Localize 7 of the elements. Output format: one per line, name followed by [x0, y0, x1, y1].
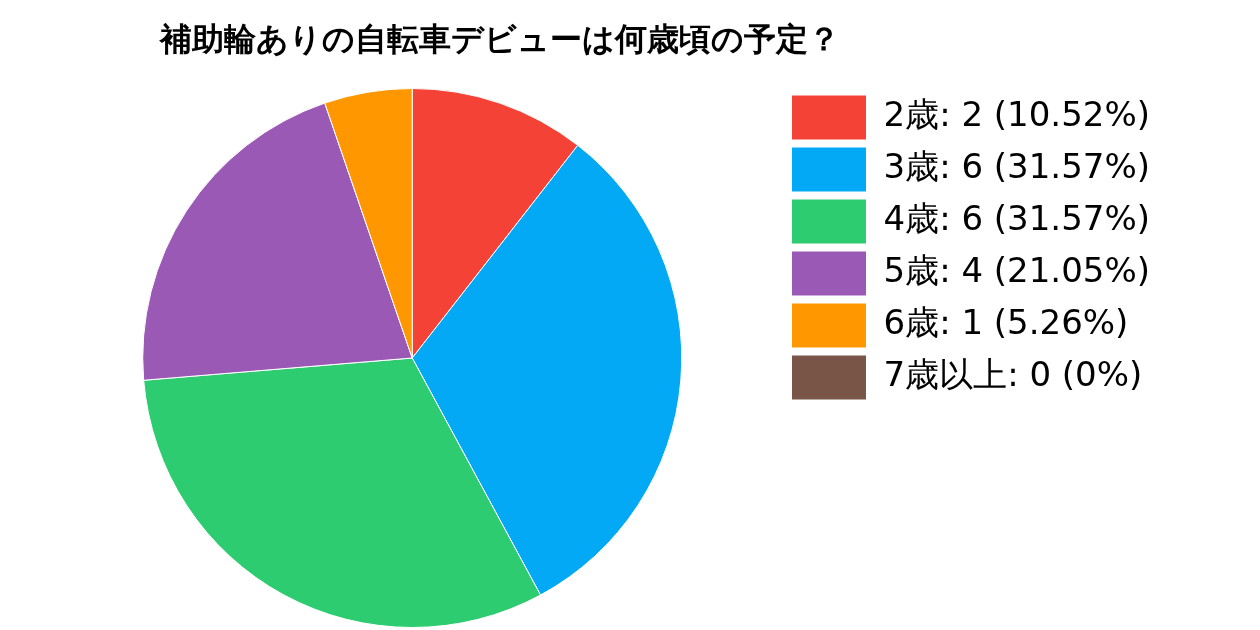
legend-label: 2歳: 2 (10.52%) [883, 94, 1151, 135]
legend-label: 7歳以上: 0 (0%) [883, 354, 1143, 395]
legend-label: 6歳: 1 (5.26%) [883, 302, 1129, 343]
legend-label: 4歳: 6 (31.57%) [883, 198, 1151, 239]
legend-label: 3歳: 6 (31.57%) [883, 146, 1151, 187]
chart-title: 補助輪ありの自転車デビューは何歳頃の予定？ [158, 19, 841, 60]
legend-label: 5歳: 4 (21.05%) [883, 250, 1151, 291]
